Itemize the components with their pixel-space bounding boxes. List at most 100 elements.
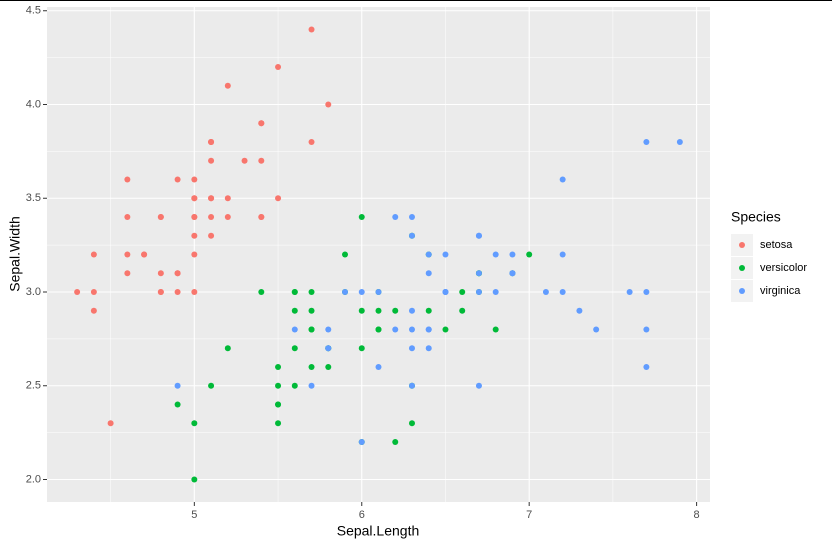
- point: [509, 251, 516, 258]
- point: [358, 289, 365, 295]
- point: [492, 251, 499, 258]
- point: [124, 176, 131, 183]
- point: [157, 289, 164, 295]
- point: [475, 270, 482, 277]
- point: [325, 364, 332, 370]
- point: [358, 214, 365, 220]
- point: [425, 251, 432, 258]
- point: [174, 401, 181, 408]
- point: [358, 345, 365, 352]
- point: [275, 364, 282, 370]
- point: [90, 307, 97, 314]
- point: [542, 289, 549, 295]
- point: [392, 326, 399, 333]
- point: [208, 195, 215, 202]
- point: [643, 139, 650, 145]
- point: [325, 345, 332, 352]
- point: [258, 120, 265, 127]
- point: [442, 289, 449, 295]
- point: [643, 364, 650, 370]
- point: [258, 157, 265, 164]
- point: [358, 307, 365, 314]
- point: [559, 251, 566, 258]
- point: [676, 139, 683, 145]
- point: [425, 326, 432, 333]
- legend-label: setosa: [760, 239, 793, 251]
- point: [375, 326, 382, 333]
- x-tick-label: 8: [694, 509, 700, 521]
- point: [291, 289, 298, 295]
- point: [157, 270, 164, 277]
- point: [191, 476, 198, 483]
- point: [208, 157, 215, 164]
- point: [308, 26, 315, 33]
- point: [475, 382, 482, 389]
- point: [291, 326, 298, 333]
- point: [174, 289, 181, 295]
- x-tick-label: 7: [526, 509, 532, 521]
- point: [291, 307, 298, 314]
- point: [408, 214, 415, 220]
- point: [358, 439, 365, 445]
- point: [208, 139, 215, 145]
- point: [408, 382, 415, 389]
- point: [325, 101, 332, 108]
- point: [408, 232, 415, 239]
- point: [90, 251, 97, 258]
- point: [425, 270, 432, 277]
- point: [291, 345, 298, 352]
- point: [375, 289, 382, 295]
- plot-panel: [47, 7, 710, 502]
- point: [408, 307, 415, 314]
- point: [559, 289, 566, 295]
- point: [241, 157, 248, 164]
- point: [191, 214, 198, 220]
- point: [526, 251, 533, 258]
- point: [442, 251, 449, 258]
- point: [576, 307, 583, 314]
- point: [191, 251, 198, 258]
- legend-point: [739, 288, 745, 294]
- point: [492, 289, 499, 295]
- point: [308, 326, 315, 333]
- point: [141, 251, 148, 258]
- point: [224, 82, 231, 89]
- point: [459, 307, 466, 314]
- legend-label: virginica: [760, 285, 801, 297]
- point: [124, 251, 131, 258]
- point: [124, 270, 131, 277]
- point: [107, 420, 114, 427]
- point: [191, 420, 198, 427]
- point: [308, 139, 315, 145]
- point: [174, 270, 181, 277]
- point: [375, 364, 382, 370]
- legend-point: [739, 242, 745, 248]
- point: [442, 326, 449, 333]
- point: [308, 289, 315, 295]
- legend-title: Species: [731, 209, 781, 225]
- point: [191, 289, 198, 295]
- point: [275, 382, 282, 389]
- point: [408, 345, 415, 352]
- point: [191, 176, 198, 183]
- point: [475, 289, 482, 295]
- point: [224, 214, 231, 220]
- point: [224, 345, 231, 352]
- point: [308, 364, 315, 370]
- point: [191, 232, 198, 239]
- point: [492, 326, 499, 333]
- legend-label: versicolor: [760, 262, 807, 274]
- point: [325, 326, 332, 333]
- point: [174, 382, 181, 389]
- point: [643, 326, 650, 333]
- point: [626, 289, 633, 295]
- point: [208, 232, 215, 239]
- x-axis-title: Sepal.Length: [337, 523, 420, 539]
- point: [408, 420, 415, 427]
- point: [275, 401, 282, 408]
- point: [475, 232, 482, 239]
- point: [392, 214, 399, 220]
- point: [208, 382, 215, 389]
- point: [74, 289, 81, 295]
